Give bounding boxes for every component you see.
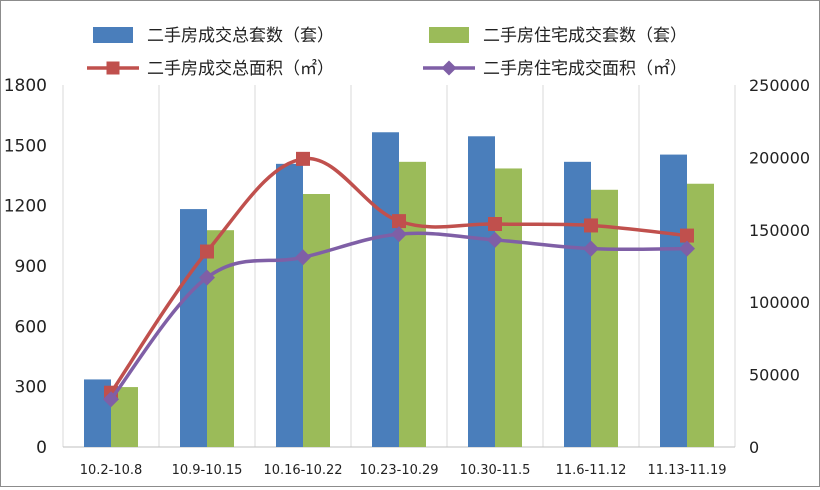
legend-label: 二手房住宅成交面积（㎡） — [483, 59, 687, 79]
y-left-tick-label: 900 — [15, 257, 47, 277]
line-marker — [200, 244, 214, 259]
line-marker — [391, 226, 407, 243]
y-right-tick-label: 150000 — [749, 221, 810, 240]
x-tick-label: 11.13-11.19 — [647, 463, 726, 478]
bar — [591, 189, 618, 448]
y-left-tick-label: 0 — [36, 438, 47, 458]
line-marker — [488, 217, 502, 232]
y-left-tick-label: 1800 — [4, 76, 47, 96]
line-marker — [584, 218, 598, 233]
y-left-tick-label: 1500 — [4, 136, 47, 156]
x-tick-label: 10.9-10.15 — [172, 463, 243, 478]
line-marker — [680, 228, 694, 243]
bar — [303, 194, 330, 447]
x-tick-label: 11.6-11.12 — [556, 463, 627, 478]
legend-swatch — [93, 27, 133, 43]
bar — [495, 168, 522, 447]
line-marker — [295, 249, 311, 266]
line-marker — [199, 269, 215, 286]
y-right-tick-label: 250000 — [749, 76, 810, 95]
line-marker — [441, 60, 457, 76]
line-marker — [296, 151, 310, 166]
y-left-tick-label: 1200 — [4, 197, 47, 217]
line-marker — [103, 391, 119, 408]
bar — [399, 161, 426, 447]
y-right-tick-label: 200000 — [749, 148, 810, 167]
y-left-tick-label: 300 — [15, 378, 47, 398]
y-right-tick-label: 100000 — [749, 293, 810, 312]
y-left-tick-label: 600 — [15, 317, 47, 337]
legend-swatch — [429, 27, 469, 43]
x-tick-label: 10.23-10.29 — [359, 463, 438, 478]
y-right-tick-label: 0 — [749, 438, 759, 457]
legend-label: 二手房住宅成交套数（套） — [483, 26, 687, 46]
line-marker — [679, 240, 695, 257]
line-marker — [583, 240, 599, 257]
bar — [660, 154, 687, 447]
bar — [276, 163, 303, 447]
bar — [207, 230, 234, 447]
x-tick-label: 10.16-10.22 — [263, 463, 342, 478]
bar — [564, 161, 591, 447]
line-marker — [487, 231, 503, 248]
legend-label: 二手房成交总面积（㎡） — [147, 59, 334, 79]
x-tick-label: 10.30-11.5 — [460, 463, 531, 478]
bar — [687, 183, 714, 448]
y-right-tick-label: 50000 — [749, 366, 800, 385]
x-tick-label: 10.2-10.8 — [80, 463, 143, 478]
line-marker — [106, 61, 120, 75]
legend-label: 二手房成交总套数（套） — [147, 26, 334, 46]
bar — [372, 132, 399, 447]
line-marker — [392, 214, 406, 229]
bar — [468, 136, 495, 448]
